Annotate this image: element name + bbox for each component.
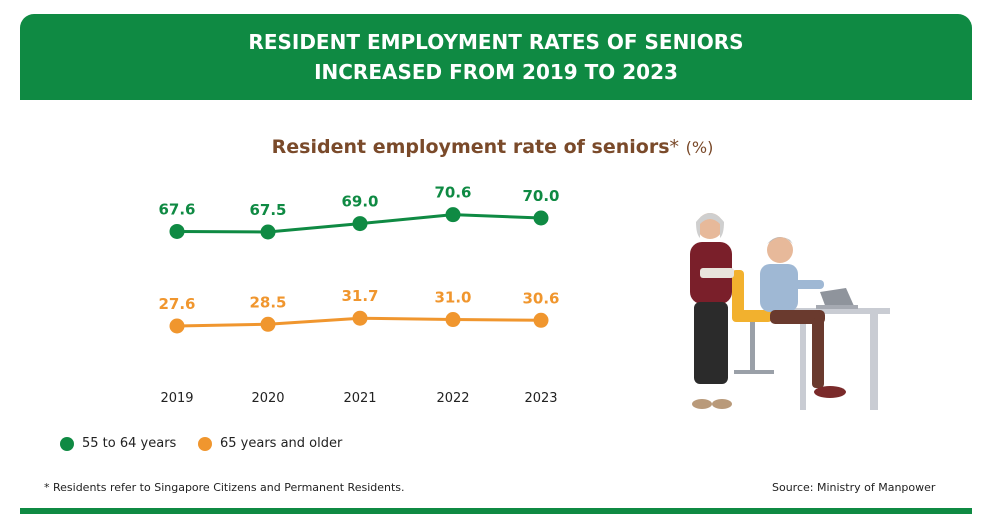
- data-label-1-2021: 69.0: [341, 193, 378, 211]
- data-point-1-2019: [169, 223, 185, 239]
- legend-label-series2: 65 years and older: [220, 436, 343, 451]
- legend-item-series1: 55 to 64 years: [60, 436, 176, 451]
- chair-post: [750, 322, 755, 372]
- data-label-2-2020: 28.5: [249, 293, 286, 311]
- x-tick-label-2023: 2023: [524, 391, 557, 406]
- desk-top: [790, 308, 890, 314]
- bottom-rule: [20, 508, 972, 514]
- footnote: * Residents refer to Singapore Citizens …: [44, 481, 405, 494]
- data-point-1-2023: [533, 210, 549, 226]
- legend-item-series2: 65 years and older: [198, 436, 342, 451]
- data-point-1-2022: [445, 207, 461, 223]
- book-icon: [700, 268, 734, 278]
- desk-leg: [800, 314, 806, 410]
- banner-title-line1: RESIDENT EMPLOYMENT RATES OF SENIORS: [248, 30, 744, 54]
- woman-shoe: [712, 399, 732, 409]
- data-label-2-2021: 31.7: [341, 287, 378, 305]
- man-shoe: [814, 386, 846, 398]
- man-thigh: [770, 310, 825, 324]
- chart-title: Resident employment rate of seniors* (%): [0, 136, 985, 158]
- chair-back: [732, 270, 744, 320]
- x-tick-label-2021: 2021: [343, 391, 376, 406]
- data-point-2-2023: [533, 312, 549, 328]
- legend-orange-dot-icon: [198, 436, 212, 451]
- chair-base: [734, 370, 774, 374]
- x-tick-label-2022: 2022: [436, 391, 469, 406]
- man-leg: [812, 318, 824, 388]
- header-banner: RESIDENT EMPLOYMENT RATES OF SENIORS INC…: [20, 14, 972, 100]
- data-label-1-2020: 67.5: [249, 201, 286, 219]
- woman-trousers: [694, 302, 728, 384]
- data-label-2-2019: 27.6: [158, 295, 195, 313]
- x-tick-label-2019: 2019: [160, 391, 193, 406]
- banner-title-line2: INCREASED FROM 2019 TO 2023: [314, 60, 678, 84]
- laptop-base: [816, 305, 858, 309]
- data-point-2-2021: [352, 310, 368, 326]
- desk-leg: [870, 314, 878, 410]
- man-head: [767, 237, 793, 263]
- data-point-1-2021: [352, 216, 368, 232]
- seniors-illustration: [690, 213, 890, 410]
- source-note: Source: Ministry of Manpower: [772, 481, 936, 494]
- woman-shoe: [692, 399, 712, 409]
- data-label-2-2022: 31.0: [434, 289, 471, 307]
- woman-hair: [696, 213, 724, 238]
- data-label-1-2022: 70.6: [434, 184, 471, 202]
- chart-title-text: Resident employment rate of seniors: [271, 136, 670, 158]
- laptop-icon: [820, 288, 854, 308]
- data-label-2-2023: 30.6: [522, 289, 559, 307]
- data-point-2-2020: [260, 316, 276, 332]
- chart-title-asterisk: *: [669, 136, 680, 158]
- man-hair: [767, 237, 793, 244]
- legend-green-dot-icon: [60, 436, 74, 451]
- data-point-2-2022: [445, 312, 461, 328]
- man-shirt: [760, 264, 798, 312]
- data-label-1-2023: 70.0: [522, 187, 559, 205]
- x-tick-label-2020: 2020: [251, 391, 284, 406]
- data-point-2-2019: [169, 318, 185, 334]
- man-arm: [790, 280, 824, 289]
- data-label-1-2019: 67.6: [158, 200, 195, 218]
- chart-title-unit: (%): [685, 138, 714, 157]
- data-point-1-2020: [260, 224, 276, 240]
- legend-label-series1: 55 to 64 years: [82, 436, 177, 451]
